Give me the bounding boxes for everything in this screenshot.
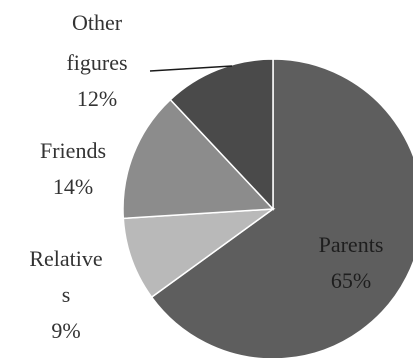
- label-other-figures-line1: Other: [72, 10, 123, 35]
- label-other-figures-line2: figures: [66, 50, 127, 75]
- label-relatives-line1: Relative: [29, 246, 102, 271]
- label-relatives-line2: s: [62, 282, 71, 307]
- pie-slice-parents: [150, 58, 413, 358]
- pie-slice-friends: [122, 98, 275, 220]
- label-friends-percent: 14%: [53, 174, 93, 199]
- label-other-figures-percent: 12%: [77, 86, 117, 111]
- label-parents: Parents: [319, 232, 384, 257]
- label-friends: Friends: [40, 138, 106, 163]
- label-parents-percent: 65%: [331, 268, 371, 293]
- pie-slice-relatives: [122, 208, 276, 299]
- pie-slices: [122, 58, 413, 358]
- pie-slice-other-figures: [169, 58, 274, 211]
- other-figures-leader-line: [149, 65, 233, 72]
- label-relatives-percent: 9%: [51, 318, 80, 343]
